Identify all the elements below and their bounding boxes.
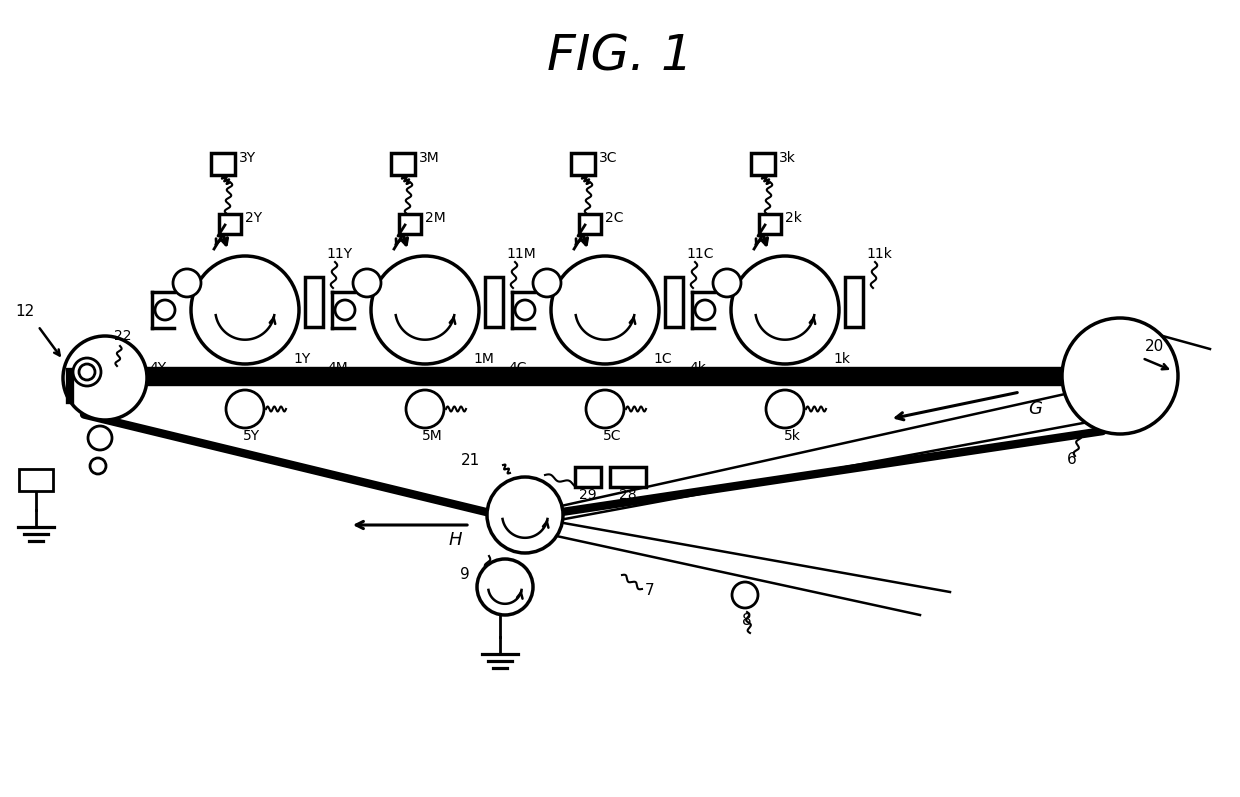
Text: 6: 6 (1068, 452, 1076, 467)
Text: 4Y: 4Y (150, 361, 166, 375)
Circle shape (88, 426, 112, 450)
Bar (219, 214, 241, 234)
Bar (399, 214, 422, 234)
Text: 5M: 5M (422, 429, 443, 443)
Text: 11k: 11k (866, 247, 892, 261)
Text: 4M: 4M (327, 361, 348, 375)
Text: 1k: 1k (833, 352, 849, 366)
Circle shape (694, 300, 715, 320)
Text: 3Y: 3Y (239, 151, 257, 165)
Text: 22: 22 (114, 329, 131, 343)
Circle shape (533, 269, 560, 297)
Bar (305, 277, 322, 327)
Bar (575, 467, 601, 487)
Text: FIG. 1: FIG. 1 (547, 33, 693, 81)
Circle shape (226, 390, 264, 428)
Bar (844, 277, 863, 327)
Circle shape (732, 582, 758, 608)
Bar (570, 153, 595, 175)
Text: 5k: 5k (784, 429, 801, 443)
Text: 29: 29 (579, 488, 596, 502)
Text: 2C: 2C (605, 211, 624, 225)
Circle shape (174, 269, 201, 297)
Text: 3C: 3C (599, 151, 618, 165)
Bar (759, 214, 781, 234)
Bar (665, 277, 683, 327)
Text: 11C: 11C (686, 247, 713, 261)
Bar (211, 153, 236, 175)
Circle shape (487, 477, 563, 553)
Circle shape (73, 358, 100, 386)
Circle shape (713, 269, 742, 297)
Circle shape (477, 559, 533, 615)
Circle shape (353, 269, 381, 297)
Bar (579, 214, 601, 234)
Text: 12: 12 (15, 304, 35, 319)
Bar (751, 153, 775, 175)
Circle shape (766, 390, 804, 428)
Circle shape (191, 256, 299, 364)
Circle shape (1061, 318, 1178, 434)
Text: 1C: 1C (653, 352, 672, 366)
Circle shape (515, 300, 534, 320)
Text: 5C: 5C (603, 429, 621, 443)
Circle shape (91, 458, 105, 474)
Text: 11Y: 11Y (326, 247, 352, 261)
Circle shape (79, 364, 95, 380)
Text: 5Y: 5Y (243, 429, 260, 443)
Bar (391, 153, 415, 175)
Text: H: H (448, 531, 461, 549)
Circle shape (551, 256, 658, 364)
Text: 7: 7 (645, 583, 655, 598)
Text: 8: 8 (743, 613, 751, 628)
Circle shape (405, 390, 444, 428)
Circle shape (587, 390, 624, 428)
Text: 4C: 4C (508, 361, 527, 375)
Text: 3M: 3M (419, 151, 440, 165)
Text: 2M: 2M (425, 211, 445, 225)
Bar (610, 467, 646, 487)
Circle shape (63, 336, 148, 420)
Text: 11M: 11M (506, 247, 536, 261)
Text: 28: 28 (619, 488, 637, 502)
Text: G: G (1028, 400, 1042, 418)
Text: 3k: 3k (779, 151, 796, 165)
Circle shape (732, 256, 839, 364)
Text: 2k: 2k (785, 211, 802, 225)
Text: 4k: 4k (689, 361, 707, 375)
Text: 1M: 1M (472, 352, 494, 366)
Text: 20: 20 (1146, 339, 1164, 354)
Text: 21: 21 (460, 453, 480, 468)
Bar (105, 367, 1120, 385)
Circle shape (371, 256, 479, 364)
Circle shape (155, 300, 175, 320)
Text: 1Y: 1Y (293, 352, 310, 366)
Circle shape (335, 300, 355, 320)
Bar (485, 277, 503, 327)
Bar (19, 469, 53, 491)
Text: 2Y: 2Y (246, 211, 262, 225)
Text: 9: 9 (460, 567, 470, 582)
